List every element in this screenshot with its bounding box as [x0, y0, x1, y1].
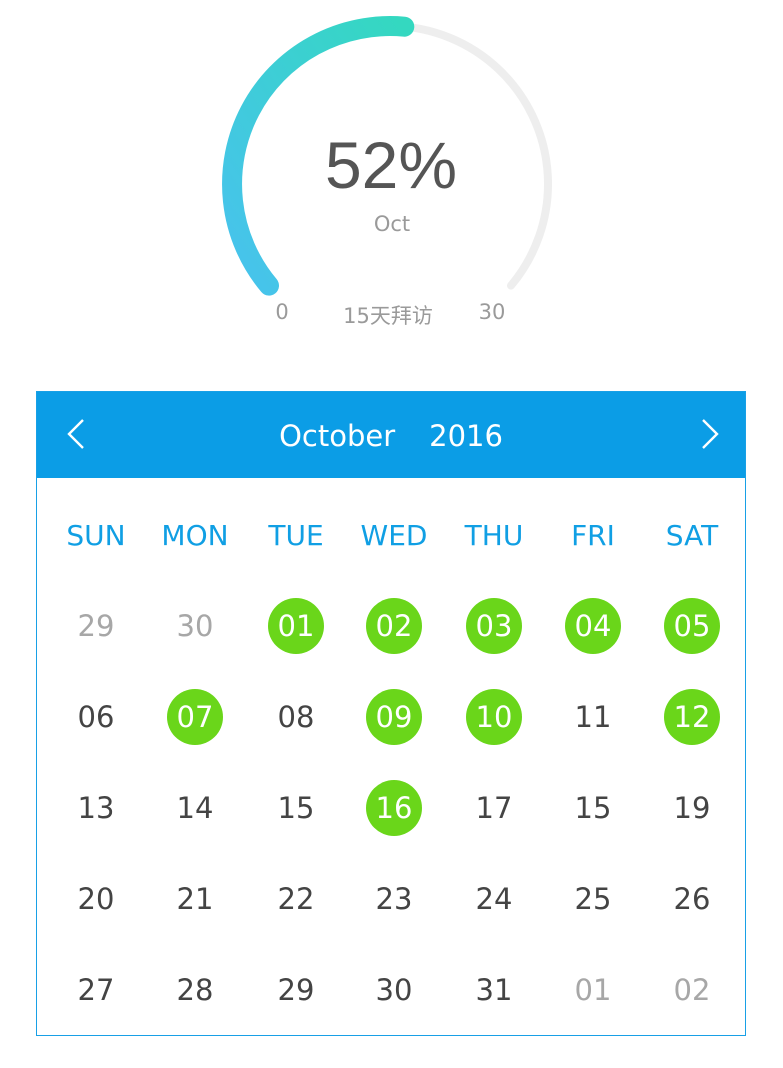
weekday-label: WED	[360, 519, 428, 552]
calendar-year: 2016	[429, 419, 503, 453]
day-cell[interactable]: 30	[375, 973, 413, 1007]
day-cell[interactable]: 26	[673, 882, 711, 916]
weekday-label: FRI	[571, 519, 615, 552]
day-cell-highlighted[interactable]: 12	[664, 689, 720, 745]
gauge-caption: 15天拜访	[343, 304, 433, 328]
day-cell[interactable]: 08	[277, 700, 315, 734]
day-cell[interactable]: 28	[176, 973, 214, 1007]
calendar-month: October	[279, 419, 396, 453]
gauge-percent-value: 52%	[324, 128, 458, 202]
day-cell[interactable]: 11	[574, 700, 612, 734]
day-cell[interactable]: 19	[673, 791, 711, 825]
gauge-month-label: Oct	[373, 212, 411, 236]
day-cell[interactable]: 24	[475, 882, 513, 916]
day-cell[interactable]: 06	[77, 700, 115, 734]
day-cell[interactable]: 15	[574, 791, 612, 825]
day-cell[interactable]: 29	[277, 973, 315, 1007]
day-cell[interactable]: 25	[574, 882, 612, 916]
day-cell[interactable]: 02	[673, 973, 711, 1007]
weekday-label: SAT	[665, 519, 719, 552]
gauge-ring	[222, 16, 552, 296]
day-cell[interactable]: 21	[176, 882, 214, 916]
gauge-fill-arc	[222, 16, 415, 296]
day-cell[interactable]: 20	[77, 882, 115, 916]
calendar-title: October 2016	[37, 416, 745, 456]
day-cell[interactable]: 14	[176, 791, 214, 825]
chevron-left-icon	[67, 419, 84, 449]
day-cell[interactable]: 30	[176, 609, 214, 643]
weekday-label: THU	[464, 519, 524, 552]
day-cell-highlighted[interactable]: 01	[268, 598, 324, 654]
day-cell-highlighted[interactable]: 10	[466, 689, 522, 745]
gauge-min-label: 0	[275, 300, 289, 324]
day-cell[interactable]: 27	[77, 973, 115, 1007]
day-cell-highlighted[interactable]: 09	[366, 689, 422, 745]
calendar: October 2016 SUN MON TUE WED THU FRI SAT 29 30 01 0…	[36, 391, 746, 1036]
day-cell[interactable]: 22	[277, 882, 315, 916]
weekday-label: SUN	[66, 519, 126, 552]
day-cell-highlighted[interactable]: 04	[565, 598, 621, 654]
day-cell[interactable]: 31	[475, 973, 513, 1007]
day-cell[interactable]: 29	[77, 609, 115, 643]
calendar-header: October 2016	[37, 392, 745, 478]
day-cell[interactable]: 23	[375, 882, 413, 916]
progress-gauge: 52% Oct 0 15天拜访 30	[0, 0, 783, 340]
day-cell[interactable]: 01	[574, 973, 612, 1007]
day-cell[interactable]: 17	[475, 791, 513, 825]
gauge-max-label: 30	[478, 300, 506, 324]
next-month-button[interactable]	[687, 412, 731, 456]
day-cell-highlighted[interactable]: 16	[366, 780, 422, 836]
weekday-label: TUE	[268, 519, 324, 552]
weekday-label: MON	[161, 519, 229, 552]
prev-month-button[interactable]	[57, 412, 101, 456]
day-cell-highlighted[interactable]: 07	[167, 689, 223, 745]
day-cell[interactable]: 13	[77, 791, 115, 825]
chevron-right-icon	[702, 419, 719, 449]
day-cell[interactable]: 15	[277, 791, 315, 825]
day-cell-highlighted[interactable]: 02	[366, 598, 422, 654]
day-cell-highlighted[interactable]: 05	[664, 598, 720, 654]
day-cell-highlighted[interactable]: 03	[466, 598, 522, 654]
